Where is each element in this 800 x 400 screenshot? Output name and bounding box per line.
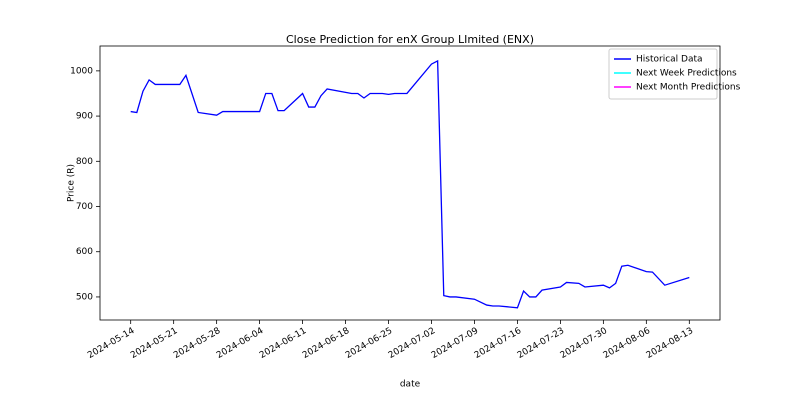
chart-title: Close Prediction for enX Group LImited (…: [286, 33, 534, 46]
x-tick-label: 2024-07-23: [516, 326, 566, 361]
y-tick-label: 1000: [70, 66, 93, 76]
y-tick-label: 500: [76, 292, 93, 302]
x-tick-label: 2024-07-16: [473, 326, 524, 361]
y-tick-label: 600: [76, 247, 93, 257]
x-tick-label: 2024-06-18: [301, 326, 352, 361]
x-tick-label: 2024-05-28: [172, 326, 223, 361]
y-tick-label: 700: [76, 202, 93, 212]
legend-box: [608, 48, 718, 100]
legend-label: Historical Data: [636, 55, 703, 65]
data-line: [130, 59, 690, 309]
x-axis-label: date: [400, 380, 421, 390]
x-tick-label: 2024-08-13: [645, 326, 695, 361]
x-tick-label: 2024-07-02: [387, 326, 437, 361]
x-tick-label: 2024-06-04: [215, 326, 266, 361]
legend-label: Next Month Predictions: [636, 83, 741, 93]
x-tick-label: 2024-06-11: [258, 326, 308, 361]
x-tick-label: 2024-08-06: [602, 326, 653, 361]
x-tick-label: 2024-07-09: [430, 326, 481, 361]
y-tick-label: 900: [76, 112, 93, 122]
legend-label: Next Week Predictions: [636, 69, 737, 79]
legend: Historical Data Next Week Predictions Next…: [608, 48, 741, 100]
y-axis-label: Price (R): [67, 164, 77, 202]
x-tick-label: 2024-05-21: [129, 326, 179, 361]
x-tick-label: 2024-05-14: [86, 326, 137, 361]
plot-area: [99, 45, 721, 321]
x-tick-label: 2024-06-25: [344, 326, 394, 361]
y-tick-label: 800: [76, 157, 93, 167]
x-tick-label: 2024-07-30: [559, 326, 610, 361]
